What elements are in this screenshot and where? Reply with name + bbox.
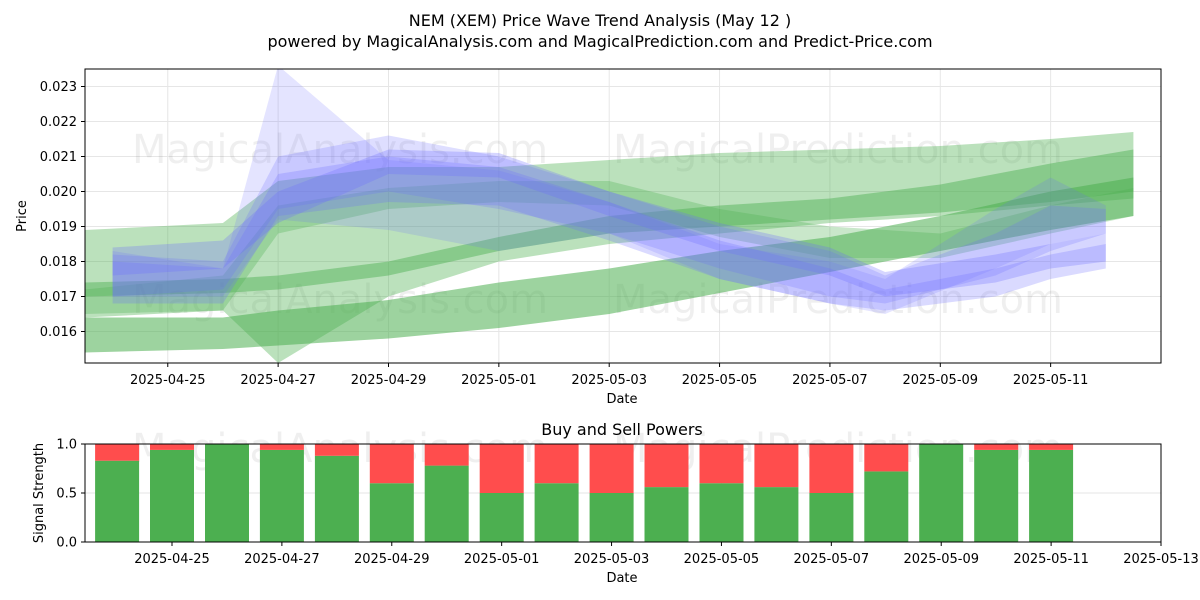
power-y-tick-label: 1.0 [56, 438, 77, 453]
power-y-ticks: 0.0 0.5 1.0 [56, 438, 85, 551]
price-x-tick-label: 2025-05-11 [1013, 373, 1089, 388]
power-x-tick-label: 2025-05-03 [574, 552, 650, 567]
price-y-tick-label: 0.018 [40, 255, 77, 270]
buy-bar [644, 487, 689, 542]
sell-bar [1029, 444, 1074, 450]
power-x-tick-label: 2025-05-01 [464, 552, 540, 567]
price-y-ticks: 0.016 0.017 0.018 0.019 0.020 0.021 0.022 0.023 [40, 80, 85, 340]
price-y-label: Price [15, 200, 30, 232]
power-y-label: Signal Strength [32, 443, 47, 543]
power-x-label: Date [606, 571, 637, 586]
buy-bar [314, 455, 359, 542]
power-x-tick-label: 2025-05-11 [1013, 552, 1089, 567]
buy-bar [754, 487, 799, 542]
price-x-tick-label: 2025-05-07 [792, 373, 868, 388]
price-y-tick-label: 0.022 [40, 115, 77, 130]
buy-bar [864, 471, 909, 542]
price-x-label: Date [606, 392, 637, 407]
price-y-tick-label: 0.019 [40, 220, 77, 235]
price-y-tick-label: 0.016 [40, 325, 77, 340]
sell-bar [150, 444, 194, 450]
buy-bar [369, 483, 414, 542]
sell-bar [369, 444, 414, 484]
green-trend-band [85, 177, 1134, 353]
green-trend-band [85, 181, 1134, 314]
buy-bar [589, 493, 634, 542]
buy-bar [699, 483, 744, 542]
price-x-tick-label: 2025-05-01 [461, 373, 537, 388]
blue-wave-band [112, 135, 1106, 304]
green-trend-band [85, 149, 1134, 297]
buy-bar [809, 493, 854, 542]
price-x-tick-label: 2025-05-05 [682, 373, 758, 388]
sell-bar [699, 444, 744, 484]
sell-bar [259, 444, 304, 450]
buy-bar [534, 483, 579, 542]
sell-bar [589, 444, 634, 493]
price-x-tick-label: 2025-04-27 [240, 373, 316, 388]
sell-bar [864, 444, 909, 472]
power-x-tick-label: 2025-05-07 [794, 552, 870, 567]
chart-title: NEM (XEM) Price Wave Trend Analysis (May… [409, 11, 792, 30]
power-title: Buy and Sell Powers [541, 420, 703, 439]
sell-bar [974, 444, 1019, 450]
buy-bar [479, 493, 524, 542]
buy-bar [424, 465, 469, 542]
power-y-tick-label: 0.5 [56, 487, 77, 502]
price-frame [84, 68, 1162, 364]
buy-bar [919, 444, 964, 542]
power-bars [95, 444, 1074, 542]
sell-bar [809, 444, 854, 493]
buy-bar [1029, 449, 1074, 542]
sell-bar [424, 444, 469, 466]
power-panel: Buy and Sell Powers MagicalAnalysis.com … [32, 420, 1199, 586]
power-x-tick-label: 2025-05-13 [1123, 552, 1199, 567]
sell-bar [95, 444, 140, 461]
power-x-ticks: 2025-04-25 2025-04-27 2025-04-29 2025-05-01… [134, 542, 1199, 567]
watermark-analysis-top: MagicalAnalysis.com [132, 127, 548, 173]
price-x-tick-label: 2025-05-09 [903, 373, 979, 388]
buy-bar [974, 449, 1019, 542]
buy-bar [205, 444, 249, 542]
price-x-ticks: 2025-04-25 2025-04-27 2025-04-29 2025-05-01… [130, 363, 1088, 388]
price-x-tick-label: 2025-04-25 [130, 373, 206, 388]
buy-bar [150, 449, 194, 542]
power-x-tick-label: 2025-05-05 [684, 552, 760, 567]
sell-bar [644, 444, 689, 488]
sell-bar [479, 444, 524, 493]
blue-wave-band [112, 69, 1106, 314]
blue-wave-band [112, 156, 1106, 311]
sell-bar [534, 444, 579, 484]
power-x-tick-label: 2025-04-27 [244, 552, 320, 567]
power-x-tick-label: 2025-04-25 [134, 552, 210, 567]
buy-bar [95, 460, 140, 542]
price-x-tick-label: 2025-05-03 [571, 373, 647, 388]
buy-bar [259, 449, 304, 542]
price-y-tick-label: 0.017 [40, 290, 77, 305]
price-y-tick-label: 0.021 [40, 150, 77, 165]
power-x-tick-label: 2025-05-09 [903, 552, 979, 567]
price-panel: MagicalAnalysis.com MagicalPrediction.co… [15, 68, 1162, 407]
power-y-tick-label: 0.0 [56, 536, 77, 551]
power-x-tick-label: 2025-04-29 [354, 552, 430, 567]
chart-subtitle: powered by MagicalAnalysis.com and Magic… [267, 32, 932, 51]
sell-bar [314, 444, 359, 456]
sell-bar [754, 444, 799, 488]
price-y-tick-label: 0.023 [40, 80, 77, 95]
price-x-tick-label: 2025-04-29 [351, 373, 427, 388]
watermark-prediction-top: MagicalPrediction.com [613, 127, 1063, 173]
price-y-tick-label: 0.020 [40, 185, 77, 200]
price-bands [85, 69, 1134, 363]
